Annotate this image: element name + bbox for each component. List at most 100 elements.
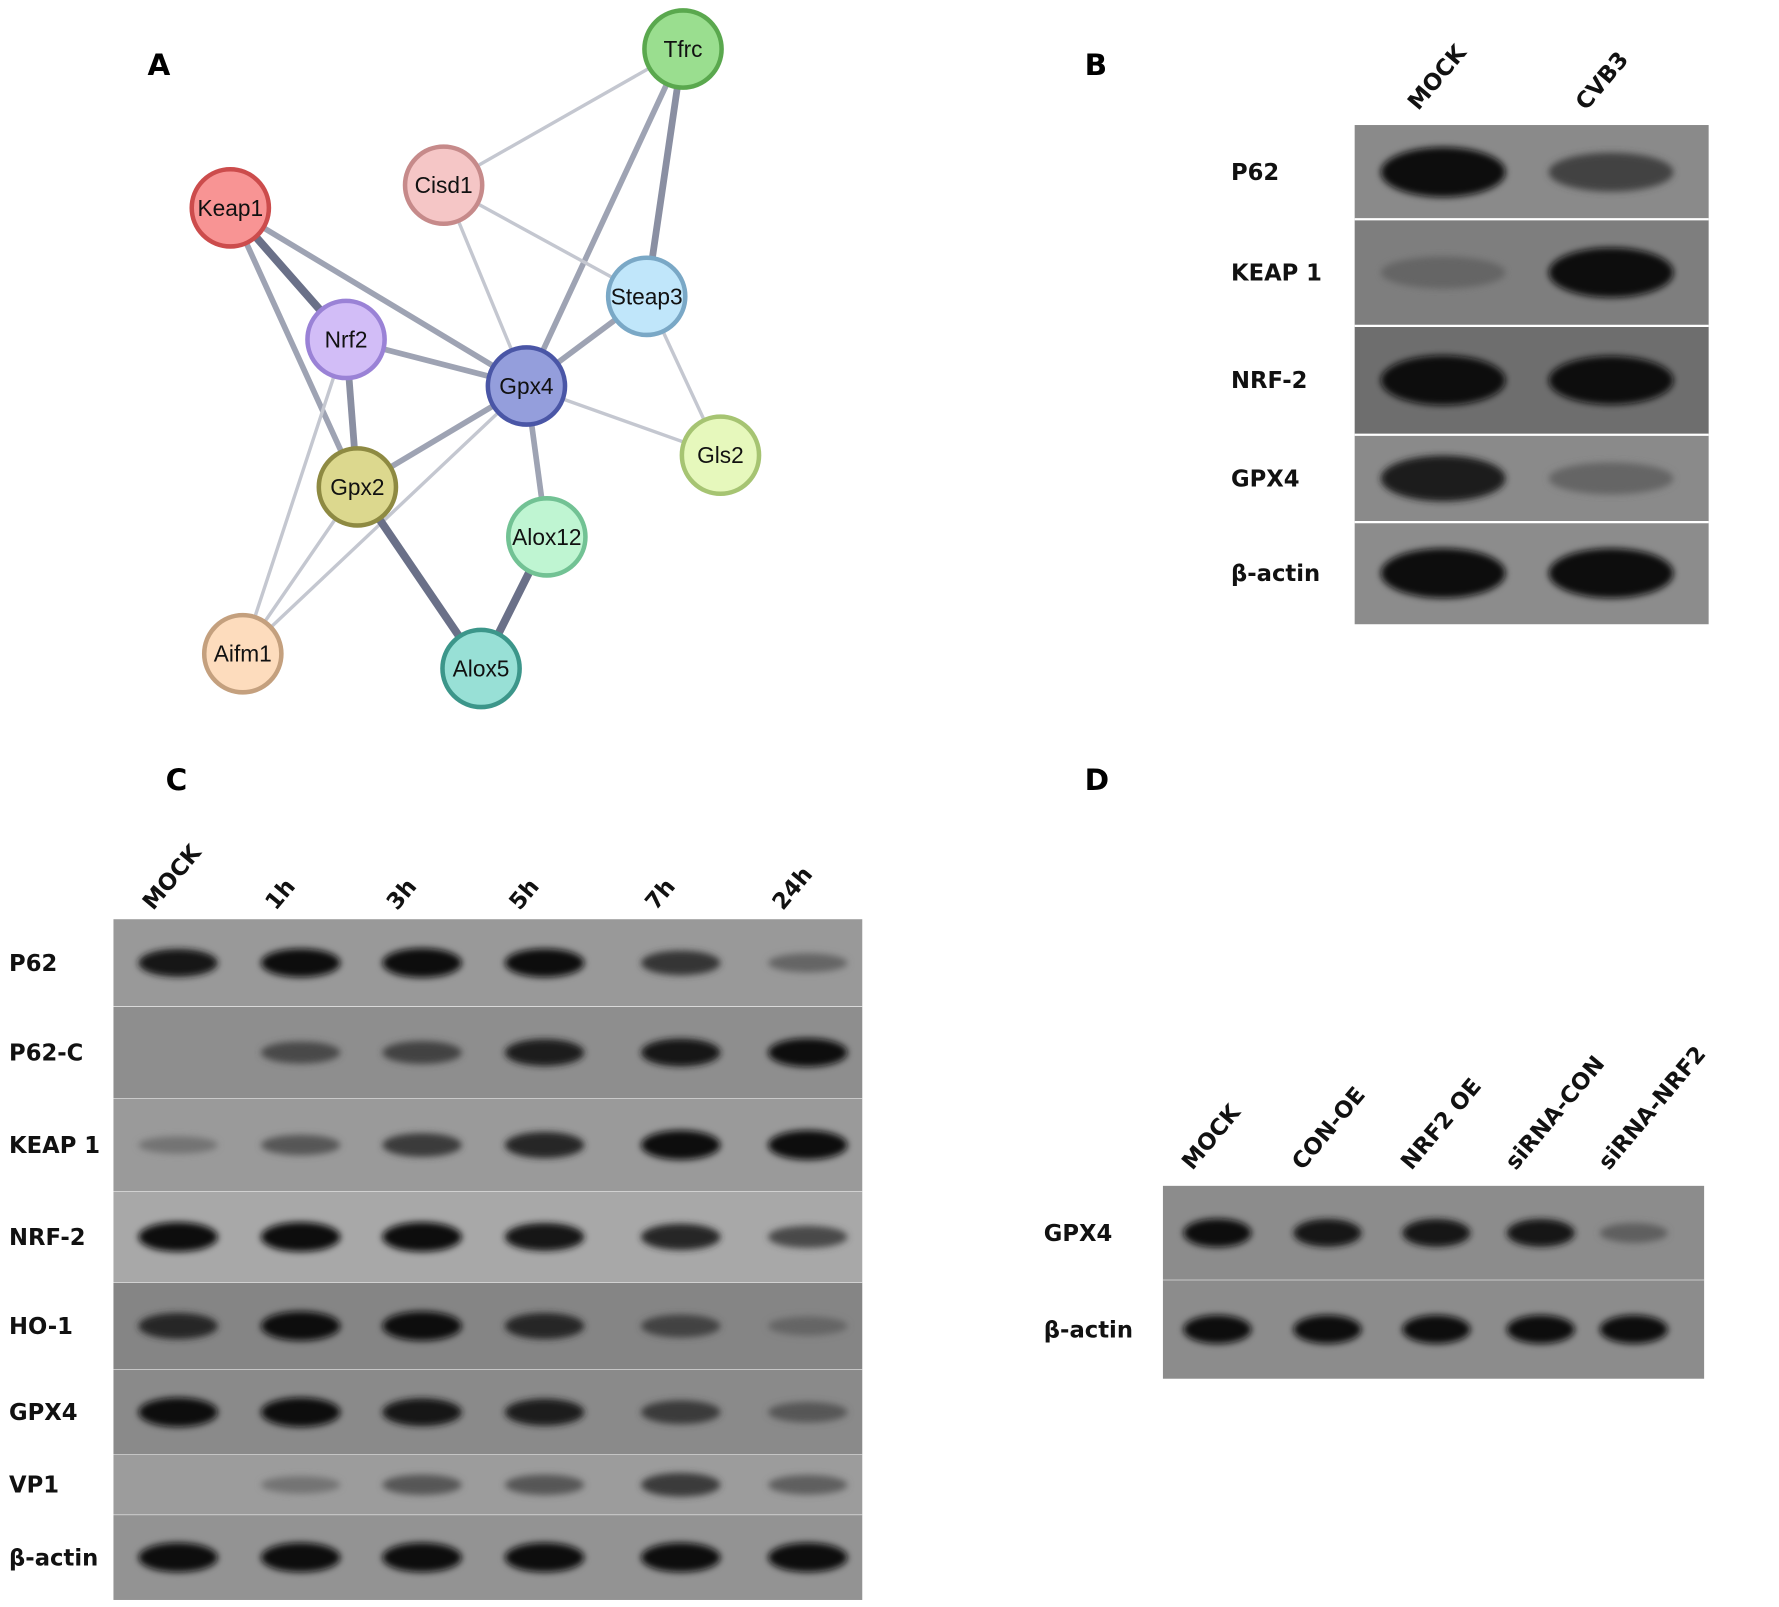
lane-label: 1h: [260, 874, 300, 915]
band: [1380, 455, 1506, 502]
node-label: Steap3: [611, 283, 683, 309]
band: [768, 1542, 848, 1573]
edge-gpx4-aifm1: [241, 384, 528, 655]
band: [1506, 1315, 1575, 1344]
node-alox12: Alox12: [506, 496, 588, 578]
band: [641, 1400, 721, 1425]
node-label: Alox5: [453, 655, 510, 681]
band: [641, 1542, 721, 1573]
blot-strip: [113, 1006, 863, 1099]
band: [1599, 1223, 1668, 1243]
row-label: GPX4: [9, 1400, 78, 1426]
band: [382, 1311, 462, 1341]
row-label: HO-1: [9, 1314, 73, 1340]
band: [1548, 356, 1674, 405]
node-steap3: Steap3: [605, 255, 688, 338]
blot-row-p62: P62: [1231, 125, 1709, 220]
band: [504, 1398, 585, 1426]
panel-letter-c: C: [166, 763, 188, 797]
node-label: Gpx4: [499, 373, 553, 399]
band: [260, 1134, 341, 1156]
node-label: Gpx2: [330, 474, 384, 500]
band: [504, 1131, 585, 1159]
edge-keap1-gpx4: [228, 205, 528, 389]
band: [768, 1474, 848, 1495]
lane-label: NRF2 OE: [1396, 1074, 1487, 1175]
band: [382, 1133, 462, 1157]
band: [1548, 247, 1674, 298]
band: [382, 1542, 462, 1573]
band: [504, 948, 585, 978]
band: [1548, 462, 1674, 495]
band: [138, 948, 218, 977]
band: [1380, 355, 1506, 406]
band: [1380, 147, 1506, 198]
node-circle: [485, 345, 568, 427]
row-label: KEAP 1: [1231, 260, 1322, 286]
blot-row-β-actin: β-actin: [1044, 1279, 1705, 1379]
node-gpx4: Gpx4: [485, 345, 568, 427]
band: [768, 1401, 848, 1423]
blot-strip: [113, 1454, 863, 1515]
row-label: β-actin: [9, 1545, 98, 1571]
blot-strip: [113, 919, 863, 1007]
row-label: β-actin: [1044, 1317, 1133, 1343]
node-nrf2: Nrf2: [305, 298, 387, 381]
blot-row-p62: P62: [9, 919, 863, 1007]
band: [768, 1316, 848, 1336]
blot-strip: [113, 1369, 863, 1455]
edge-nrf2-aifm1: [241, 338, 348, 655]
lane-label: 24h: [768, 862, 819, 915]
node-label: Cisd1: [415, 172, 473, 198]
node-circle: [201, 612, 284, 695]
band: [382, 1474, 462, 1496]
row-label: P62: [1231, 160, 1279, 186]
blot-row-p62-c: P62-C: [9, 1006, 863, 1099]
lane-label: MOCK: [1177, 1099, 1247, 1175]
band: [138, 1542, 218, 1573]
node-gpx2: Gpx2: [316, 446, 399, 528]
node-label: Nrf2: [325, 326, 368, 352]
edge-tfrc-gpx4: [523, 47, 686, 388]
band: [138, 1222, 218, 1252]
node-circle: [679, 414, 762, 497]
lane-label: CVB3: [1571, 47, 1634, 115]
band: [641, 1472, 721, 1497]
band: [768, 1225, 848, 1249]
band: [382, 1222, 462, 1252]
lane-label: MOCK: [1403, 39, 1473, 115]
protein-network: Tfrc Cisd1 Keap1 Steap3 Nrf2 Gpx4 Gls2 Gpx2 Alox…: [189, 8, 762, 710]
band: [1402, 1315, 1471, 1344]
node-circle: [605, 255, 688, 338]
row-label: P62-C: [9, 1040, 83, 1066]
node-label: Aifm1: [214, 641, 272, 667]
node-circle: [440, 627, 522, 710]
band: [1506, 1218, 1575, 1247]
band: [504, 1039, 585, 1067]
band: [260, 1542, 341, 1573]
node-label: Alox12: [512, 524, 581, 550]
blot-row-β-actin: β-actin: [9, 1514, 863, 1600]
band: [1402, 1218, 1471, 1247]
band: [641, 1038, 721, 1067]
edge-keap1-gpx2: [227, 206, 360, 489]
edge-tfrc-steap3: [643, 48, 687, 297]
edge-tfrc-cisd1: [442, 47, 684, 187]
node-label: Tfrc: [663, 36, 702, 62]
lane-label: MOCK: [138, 839, 208, 915]
western-blot-c: P62 P62-C KEAP 1 NRF-2 HO-1 GPX4 VP1 β-actin MOC…: [9, 839, 863, 1600]
row-label: P62: [9, 951, 57, 977]
band: [260, 1311, 341, 1341]
band: [768, 1038, 848, 1067]
band: [260, 948, 341, 978]
node-cisd1: Cisd1: [402, 144, 485, 227]
panel-letter-b: B: [1085, 48, 1107, 82]
blot-row-nrf-2: NRF-2: [9, 1191, 863, 1283]
row-label: KEAP 1: [9, 1133, 100, 1159]
band: [768, 953, 848, 973]
lane-label: 7h: [640, 874, 680, 915]
band: [1548, 152, 1674, 192]
blot-strip: [113, 1191, 863, 1283]
